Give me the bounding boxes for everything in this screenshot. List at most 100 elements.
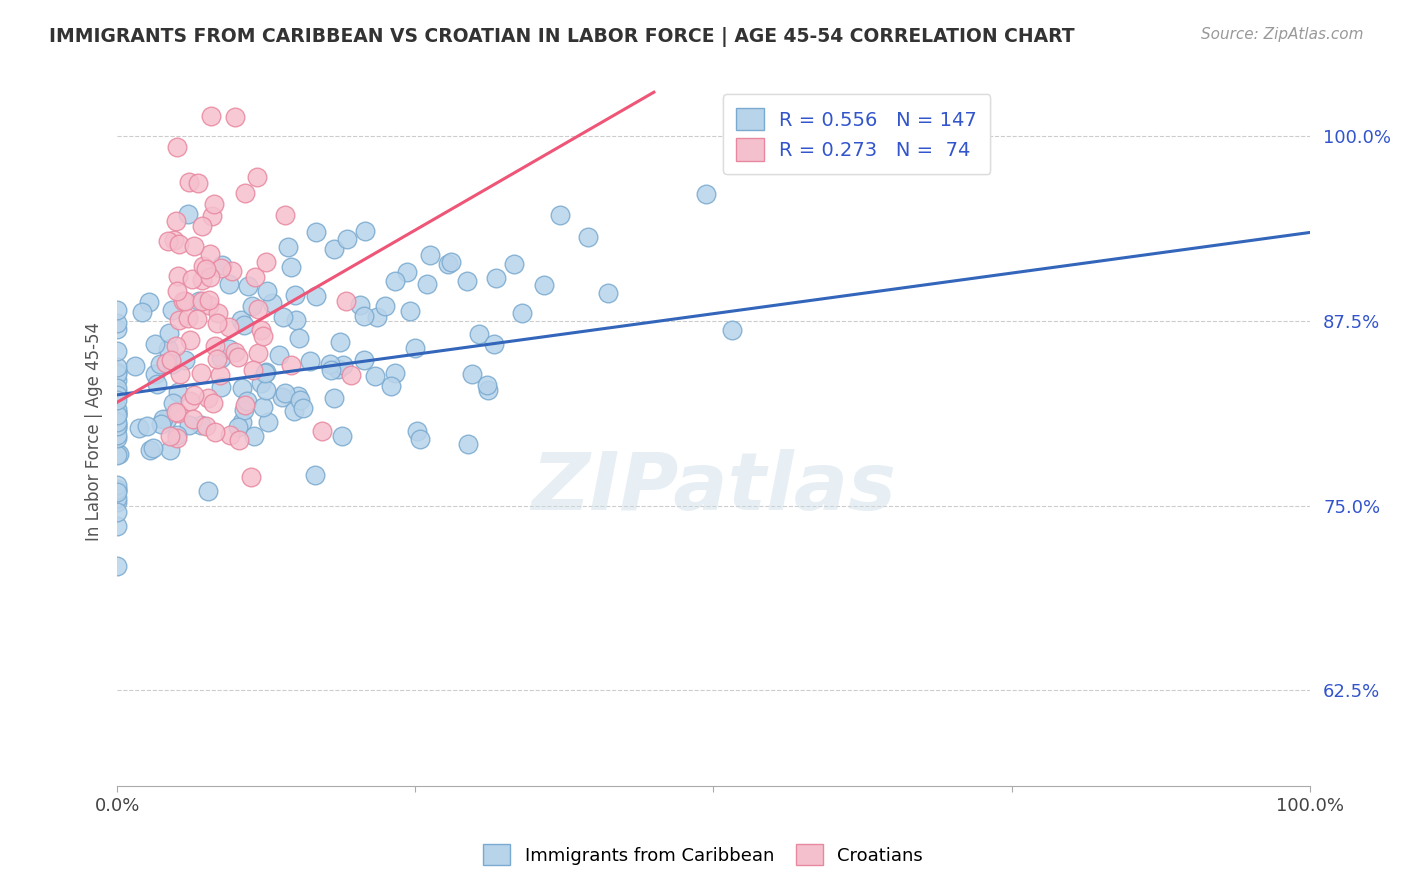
Point <box>183 388 205 402</box>
Point <box>406 424 429 438</box>
Point <box>277 240 299 254</box>
Point <box>218 342 240 356</box>
Point <box>274 208 297 222</box>
Point <box>197 483 219 498</box>
Point <box>304 468 326 483</box>
Point <box>105 373 128 387</box>
Point <box>105 393 128 408</box>
Point <box>326 361 349 376</box>
Point <box>165 213 187 227</box>
Point <box>335 232 357 246</box>
Point <box>477 384 499 398</box>
Point <box>177 206 200 220</box>
Point <box>105 388 128 402</box>
Point <box>105 316 128 330</box>
Point <box>201 395 224 409</box>
Point <box>209 379 232 393</box>
Point <box>224 110 246 124</box>
Point <box>159 353 181 368</box>
Point <box>311 424 333 438</box>
Point <box>138 294 160 309</box>
Point <box>166 428 188 442</box>
Point <box>105 421 128 435</box>
Point <box>548 208 571 222</box>
Point <box>245 269 267 284</box>
Point <box>287 389 309 403</box>
Point <box>576 230 599 244</box>
Point <box>107 447 129 461</box>
Point <box>380 378 402 392</box>
Point <box>242 363 264 377</box>
Y-axis label: In Labor Force | Age 45-54: In Labor Force | Age 45-54 <box>86 322 103 541</box>
Point <box>105 303 128 318</box>
Point <box>157 234 180 248</box>
Point <box>211 258 233 272</box>
Point <box>124 359 146 374</box>
Point <box>437 257 460 271</box>
Point <box>332 358 354 372</box>
Point <box>274 386 297 401</box>
Point <box>353 352 375 367</box>
Point <box>190 219 212 233</box>
Point <box>510 306 533 320</box>
Point <box>218 428 240 442</box>
Point <box>467 327 489 342</box>
Point <box>349 298 371 312</box>
Point <box>233 318 256 333</box>
Point <box>298 354 321 368</box>
Point <box>105 418 128 433</box>
Point <box>105 417 128 431</box>
Point <box>183 238 205 252</box>
Point <box>204 425 226 439</box>
Point <box>399 303 422 318</box>
Point <box>143 368 166 382</box>
Point <box>596 285 619 300</box>
Point <box>187 176 209 190</box>
Point <box>187 293 209 308</box>
Point <box>105 482 128 496</box>
Point <box>142 441 165 455</box>
Point <box>218 277 240 291</box>
Point <box>291 401 314 416</box>
Point <box>105 365 128 379</box>
Point <box>169 368 191 382</box>
Point <box>231 382 253 396</box>
Point <box>271 310 294 324</box>
Point <box>485 271 508 285</box>
Point <box>177 418 200 433</box>
Point <box>105 428 128 442</box>
Point <box>159 442 181 457</box>
Point <box>440 255 463 269</box>
Point <box>419 248 441 262</box>
Point <box>159 429 181 443</box>
Point <box>405 341 427 355</box>
Point <box>177 175 200 189</box>
Point <box>252 329 274 343</box>
Point <box>208 368 231 383</box>
Point <box>131 305 153 319</box>
Point <box>198 293 221 308</box>
Point <box>240 469 263 483</box>
Text: ZIPatlas: ZIPatlas <box>531 450 896 527</box>
Point <box>456 274 478 288</box>
Point <box>283 403 305 417</box>
Point <box>105 559 128 574</box>
Point <box>105 409 128 423</box>
Point <box>105 505 128 519</box>
Point <box>409 432 432 446</box>
Point <box>285 313 308 327</box>
Point <box>105 359 128 374</box>
Point <box>319 357 342 371</box>
Point <box>143 337 166 351</box>
Point <box>254 255 277 269</box>
Point <box>105 446 128 460</box>
Point <box>461 368 484 382</box>
Point <box>105 485 128 500</box>
Point <box>236 393 259 408</box>
Point <box>233 398 256 412</box>
Point <box>240 299 263 313</box>
Point <box>695 187 717 202</box>
Point <box>226 350 249 364</box>
Point <box>221 264 243 278</box>
Point <box>201 209 224 223</box>
